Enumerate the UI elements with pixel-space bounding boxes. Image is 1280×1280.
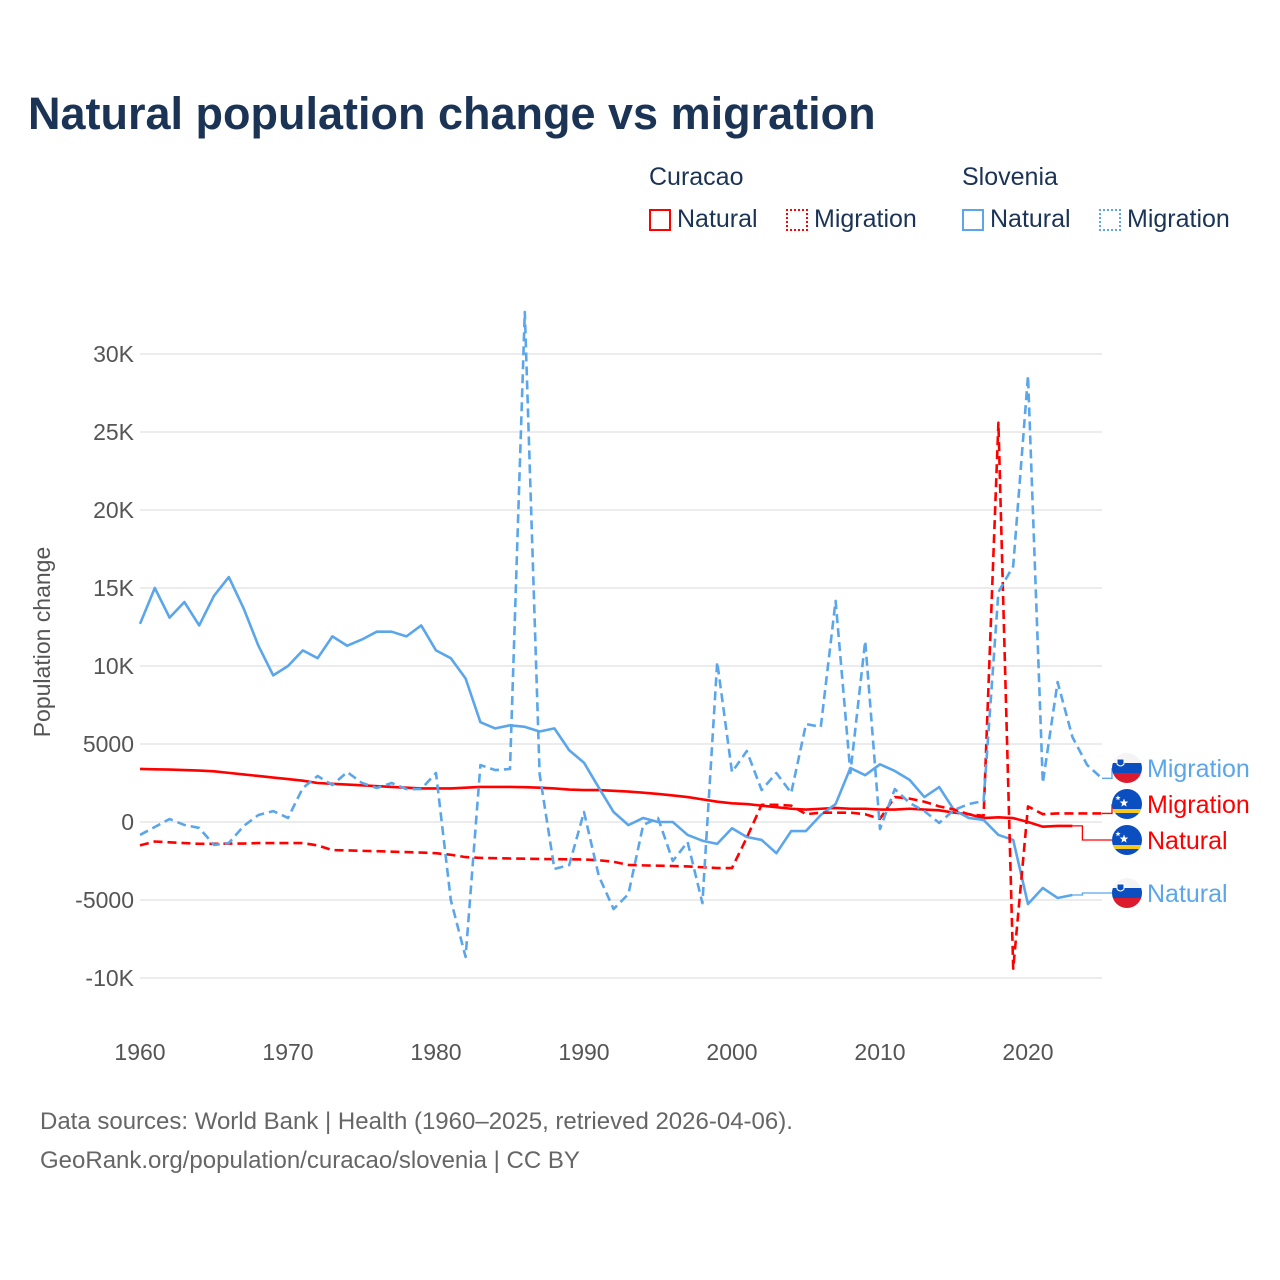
legend-swatch-solid <box>649 208 671 231</box>
end-label: Migration <box>1147 755 1250 783</box>
flag-star-icon <box>1115 795 1121 801</box>
flag-shield <box>1116 758 1125 767</box>
legend-item-slovenia-natural[interactable]: Natural <box>962 205 1071 234</box>
legend-label: Migration <box>1127 205 1230 233</box>
end-label-connector <box>1102 768 1113 779</box>
slovenia-flag-icon <box>1112 753 1142 783</box>
end-label: Migration <box>1147 791 1250 819</box>
y-tick-label: 10K <box>93 653 135 679</box>
x-tick-label: 1990 <box>558 1039 609 1065</box>
y-tick-label: 20K <box>93 497 135 523</box>
x-tick-label: 2000 <box>706 1039 757 1065</box>
legend-label: Natural <box>677 205 758 233</box>
end-label-connector <box>1102 804 1113 815</box>
y-tick-label: 25K <box>93 419 135 445</box>
curacao-flag-icon <box>1112 789 1142 819</box>
legend-group-curacao: Curacao <box>649 163 744 191</box>
series-line-slovenia-natural <box>138 575 1073 906</box>
y-tick-label: 30K <box>93 341 135 367</box>
x-tick-label: 1960 <box>114 1039 165 1065</box>
flag-stripe-blue <box>1112 763 1142 773</box>
flag-body <box>1112 753 1142 783</box>
series-line-curacao-migration <box>139 421 1102 970</box>
x-tick-label: 2010 <box>854 1039 905 1065</box>
flag-stripe-yellow <box>1112 845 1142 849</box>
y-tick-label: 15K <box>93 575 135 601</box>
footer-attribution[interactable]: GeoRank.org/population/curacao/slovenia … <box>40 1147 580 1174</box>
flag-star-icon <box>1115 831 1121 837</box>
legend-group-slovenia: Slovenia <box>962 163 1058 191</box>
flag-stripe-yellow <box>1112 809 1142 813</box>
chart-title: Natural population change vs migration <box>28 88 876 139</box>
y-tick-label: 5000 <box>83 731 134 757</box>
flag-stripe-white <box>1112 753 1142 763</box>
flag-body <box>1112 878 1142 908</box>
curacao-flag-icon <box>1112 825 1142 855</box>
x-tick-label: 1980 <box>410 1039 461 1065</box>
legend-swatch-dotted <box>1099 208 1121 231</box>
flag-stripe-red <box>1112 898 1142 908</box>
legend-label: Natural <box>990 205 1071 233</box>
legend-item-curacao-migration[interactable]: Migration <box>786 205 917 234</box>
x-tick-label: 1970 <box>262 1039 313 1065</box>
flag-field-blue <box>1112 789 1142 819</box>
end-label: Natural <box>1147 880 1228 908</box>
slovenia-flag-icon <box>1112 878 1142 908</box>
legend-item-slovenia-migration[interactable]: Migration <box>1099 205 1230 234</box>
x-tick-label: 2020 <box>1002 1039 1053 1065</box>
flag-body <box>1112 825 1142 855</box>
series-line-slovenia-migration <box>139 310 1103 959</box>
y-tick-label: -10K <box>85 965 134 991</box>
flag-shield <box>1116 883 1125 892</box>
series-line-curacao-natural <box>139 767 1073 828</box>
end-label: Natural <box>1147 827 1228 855</box>
flag-stripe-white <box>1112 878 1142 888</box>
flag-field-blue <box>1112 825 1142 855</box>
end-label-connector <box>1072 825 1112 841</box>
y-tick-label: -5000 <box>75 887 134 913</box>
y-tick-label: 0 <box>121 809 134 835</box>
footer-sources: Data sources: World Bank | Health (1960–… <box>40 1108 793 1135</box>
legend-item-curacao-natural[interactable]: Natural <box>649 205 758 234</box>
flag-stripe-blue <box>1112 888 1142 898</box>
legend-swatch-dotted <box>786 208 808 231</box>
flag-stripe-red <box>1112 773 1142 783</box>
legend-label: Migration <box>814 205 917 233</box>
flag-star-icon <box>1119 834 1129 843</box>
y-axis-label: Population change <box>29 547 55 738</box>
end-label-connector <box>1072 892 1112 896</box>
flag-body <box>1112 789 1142 819</box>
legend-swatch-solid <box>962 208 984 231</box>
flag-star-icon <box>1119 798 1129 807</box>
